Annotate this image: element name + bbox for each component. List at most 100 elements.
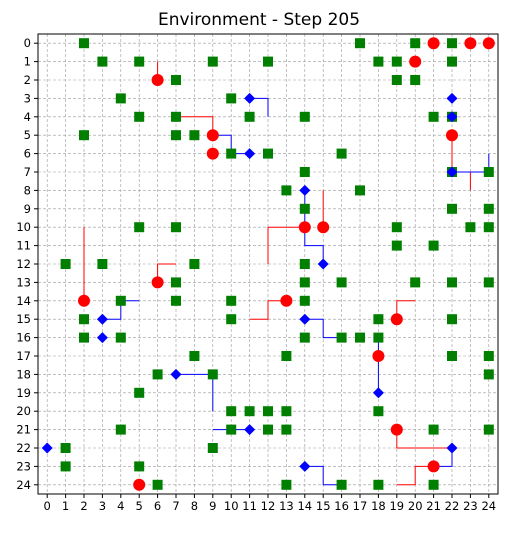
obstacle-square (373, 479, 384, 490)
blue-agent-diamond (372, 387, 384, 399)
y-tick-label: 22 (16, 441, 31, 455)
x-tick-label: 0 (44, 499, 51, 513)
obstacle-square (171, 75, 181, 85)
x-tick-label: 2 (80, 499, 87, 513)
obstacle-square (428, 111, 439, 122)
obstacle-square (336, 277, 347, 288)
y-tick-label: 21 (16, 423, 31, 437)
x-tick-label: 21 (426, 499, 441, 513)
obstacle-square (299, 167, 310, 177)
obstacle-square (134, 56, 145, 67)
obstacle-square (373, 406, 384, 417)
y-tick-label: 12 (16, 257, 31, 271)
obstacle-square (373, 314, 384, 325)
red-agent-circle (298, 221, 311, 234)
blue-agent-diamond (244, 424, 256, 436)
y-tick-label: 16 (16, 331, 31, 345)
blue-agent-diamond (96, 332, 108, 344)
x-tick-label: 23 (463, 499, 478, 513)
obstacle-square (391, 75, 402, 85)
obstacle-square (391, 222, 402, 233)
agent-trail (102, 300, 140, 320)
red-agent-circle (133, 478, 146, 491)
obstacle-square (115, 295, 126, 306)
obstacle-square (171, 295, 181, 306)
agent-trail (451, 135, 471, 191)
blue-agent-diamond (446, 111, 458, 123)
obstacle-square (171, 111, 181, 122)
chart-title: Environment - Step 205 (158, 10, 360, 30)
obstacle-square (79, 332, 89, 343)
obstacle-square (483, 277, 494, 288)
red-agent-circle (390, 313, 403, 326)
obstacle-square (281, 185, 292, 196)
obstacle-square (97, 56, 108, 67)
obstacle-square (299, 277, 310, 288)
red-agent-circle (427, 37, 440, 50)
obstacle-square (134, 222, 145, 233)
blue-agent-diamond (446, 166, 458, 178)
agent-trail (396, 429, 452, 449)
y-tick-label: 14 (16, 294, 31, 308)
obstacle-square (447, 203, 457, 214)
y-tick-label: 20 (16, 404, 31, 418)
blue-agent-diamond (299, 184, 311, 196)
obstacle-square (97, 259, 108, 269)
x-tick-label: 1 (62, 499, 69, 513)
obstacle-square (115, 332, 126, 343)
obstacle-square (171, 130, 181, 141)
x-tick-label: 3 (99, 499, 106, 513)
blue-agent-diamond (299, 313, 311, 325)
obstacle-square (189, 259, 200, 269)
obstacle-square (373, 56, 384, 67)
blue-agent-diamond (41, 442, 53, 454)
x-tick-label: 10 (224, 499, 239, 513)
x-tick-label: 15 (316, 499, 331, 513)
x-tick-label: 6 (154, 499, 161, 513)
obstacle-square (263, 148, 273, 159)
obstacle-square (207, 56, 218, 67)
red-agent-circle (464, 37, 477, 50)
y-tick-label: 11 (16, 239, 31, 253)
y-tick-label: 23 (16, 459, 31, 473)
obstacle-square (355, 185, 365, 196)
blue-agent-diamond (299, 460, 311, 472)
red-agent-circle (409, 55, 422, 68)
obstacle-square (336, 332, 347, 343)
red-agent-circle (317, 221, 330, 234)
obstacle-square (207, 369, 218, 380)
agent-trail (396, 300, 416, 320)
obstacle-square (336, 148, 347, 159)
obstacle-square (336, 479, 347, 490)
obstacle-square (152, 479, 163, 490)
x-tick-label: 11 (242, 499, 257, 513)
obstacle-square (79, 314, 89, 325)
agent-trail (176, 116, 214, 136)
obstacle-square (60, 259, 71, 269)
x-tick-label: 24 (481, 499, 496, 513)
agent-trail (249, 300, 287, 320)
obstacle-square (171, 222, 181, 233)
obstacle-square (428, 479, 439, 490)
red-agent-circle (372, 350, 385, 362)
blue-agent-diamond (170, 368, 182, 380)
obstacle-square (134, 111, 145, 122)
obstacle-square (244, 111, 255, 122)
y-tick-label: 24 (16, 478, 31, 492)
x-tick-label: 12 (261, 499, 276, 513)
x-tick-label: 13 (279, 499, 294, 513)
x-tick-label: 9 (209, 499, 216, 513)
obstacle-square (152, 369, 163, 380)
red-agent-circle (427, 460, 440, 473)
x-tick-label: 18 (371, 499, 386, 513)
agent-trail (304, 190, 324, 264)
red-agent-circle (446, 129, 458, 142)
obstacle-square (281, 479, 292, 490)
y-tick-label: 17 (16, 349, 31, 363)
red-agent-circle (151, 74, 164, 86)
obstacle-square (355, 332, 365, 343)
red-agent-circle (482, 37, 495, 50)
blue-agent-diamond (244, 92, 256, 104)
y-tick-label: 2 (24, 73, 31, 87)
x-tick-label: 17 (353, 499, 368, 513)
